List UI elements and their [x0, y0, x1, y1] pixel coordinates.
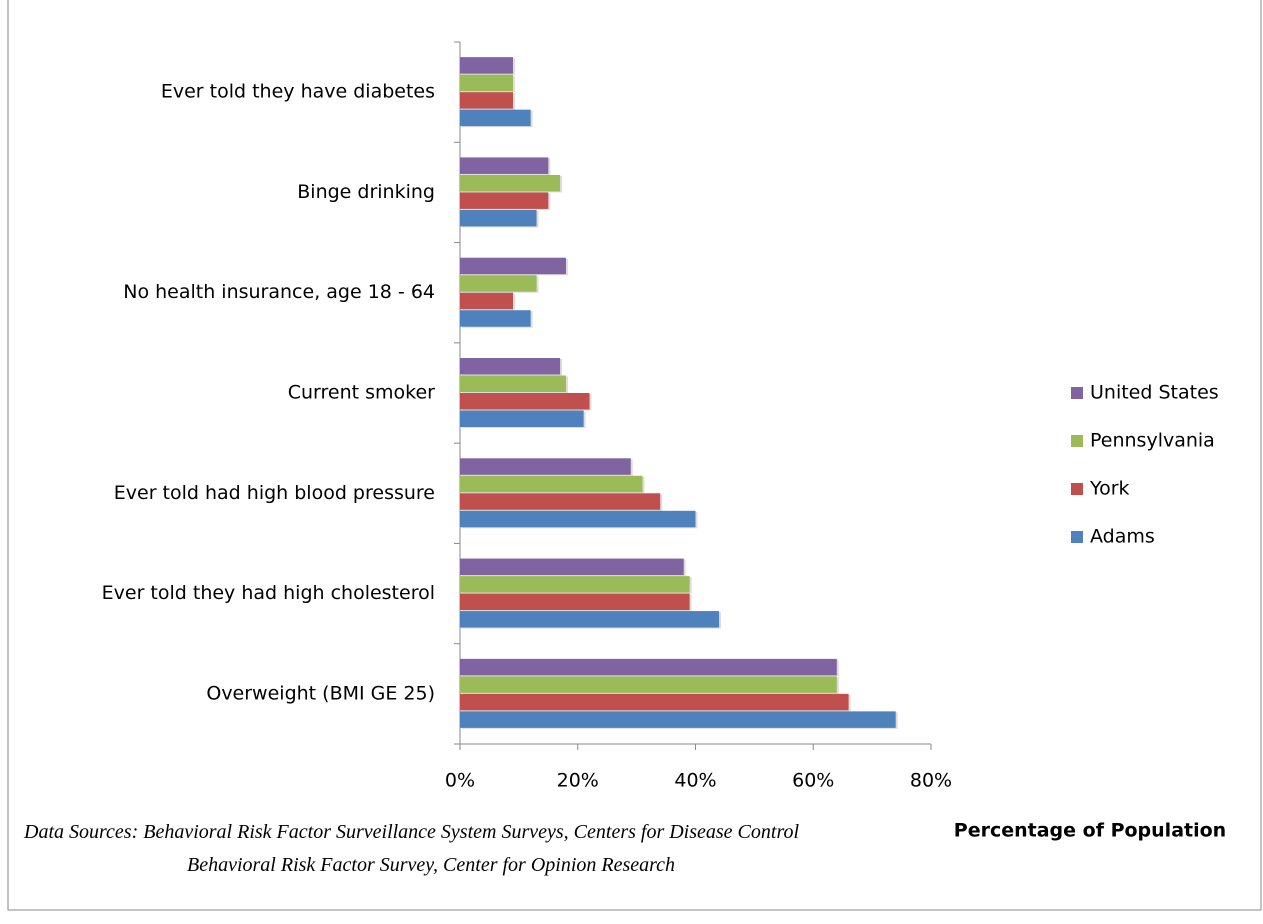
- chart-frame: [7, 0, 1262, 911]
- x-axis-label: Percentage of Population: [954, 820, 1226, 842]
- category-label: Ever told they had high cholesterol: [102, 582, 435, 604]
- bar: [460, 676, 837, 693]
- bar: [460, 174, 561, 192]
- category-label: Ever told had high blood pressure: [114, 482, 435, 504]
- bar: [460, 393, 590, 410]
- bar: [460, 92, 513, 109]
- bar: [460, 693, 849, 711]
- bar: [460, 458, 631, 475]
- legend-label: Pennsylvania: [1090, 430, 1215, 452]
- source-note: Data Sources: Behavioral Risk Factor Sur…: [24, 821, 800, 843]
- bar: [460, 109, 531, 127]
- legend-label: York: [1089, 478, 1130, 500]
- source-note: Behavioral Risk Factor Survey, Center fo…: [187, 854, 676, 876]
- legend-swatch: [1071, 483, 1083, 495]
- bar: [460, 57, 513, 74]
- bar: [460, 611, 720, 628]
- bar: [460, 209, 537, 227]
- bar: [460, 310, 531, 327]
- legend-swatch: [1071, 435, 1083, 447]
- category-label: Binge drinking: [297, 181, 435, 203]
- x-tick-label: 0%: [445, 770, 475, 792]
- x-tick-label: 20%: [557, 770, 599, 792]
- bar: [460, 375, 566, 392]
- bar: [460, 192, 549, 209]
- bar: [460, 658, 837, 676]
- legend-label: United States: [1090, 382, 1219, 404]
- category-label: Ever told they have diabetes: [161, 81, 435, 103]
- bar: [460, 493, 661, 510]
- bar: [460, 74, 513, 92]
- bar: [460, 558, 684, 576]
- bar: [460, 275, 537, 292]
- bar: [460, 157, 549, 174]
- bar: [460, 292, 513, 310]
- category-label: Overweight (BMI GE 25): [206, 682, 435, 704]
- legend-swatch: [1071, 531, 1083, 543]
- bar: [460, 358, 561, 375]
- legend-label: Adams: [1090, 526, 1155, 548]
- x-tick-label: 40%: [674, 770, 716, 792]
- x-tick-label: 80%: [910, 770, 952, 792]
- category-label: No health insurance, age 18 - 64: [123, 281, 435, 303]
- bar: [460, 475, 643, 493]
- category-label: Current smoker: [288, 382, 435, 404]
- bar: [460, 257, 566, 275]
- bar: [460, 593, 690, 611]
- bar: [460, 576, 690, 593]
- x-tick-label: 60%: [792, 770, 834, 792]
- bar: [460, 410, 584, 427]
- bar: [460, 711, 896, 728]
- legend-swatch: [1071, 387, 1083, 399]
- bar: [460, 510, 696, 528]
